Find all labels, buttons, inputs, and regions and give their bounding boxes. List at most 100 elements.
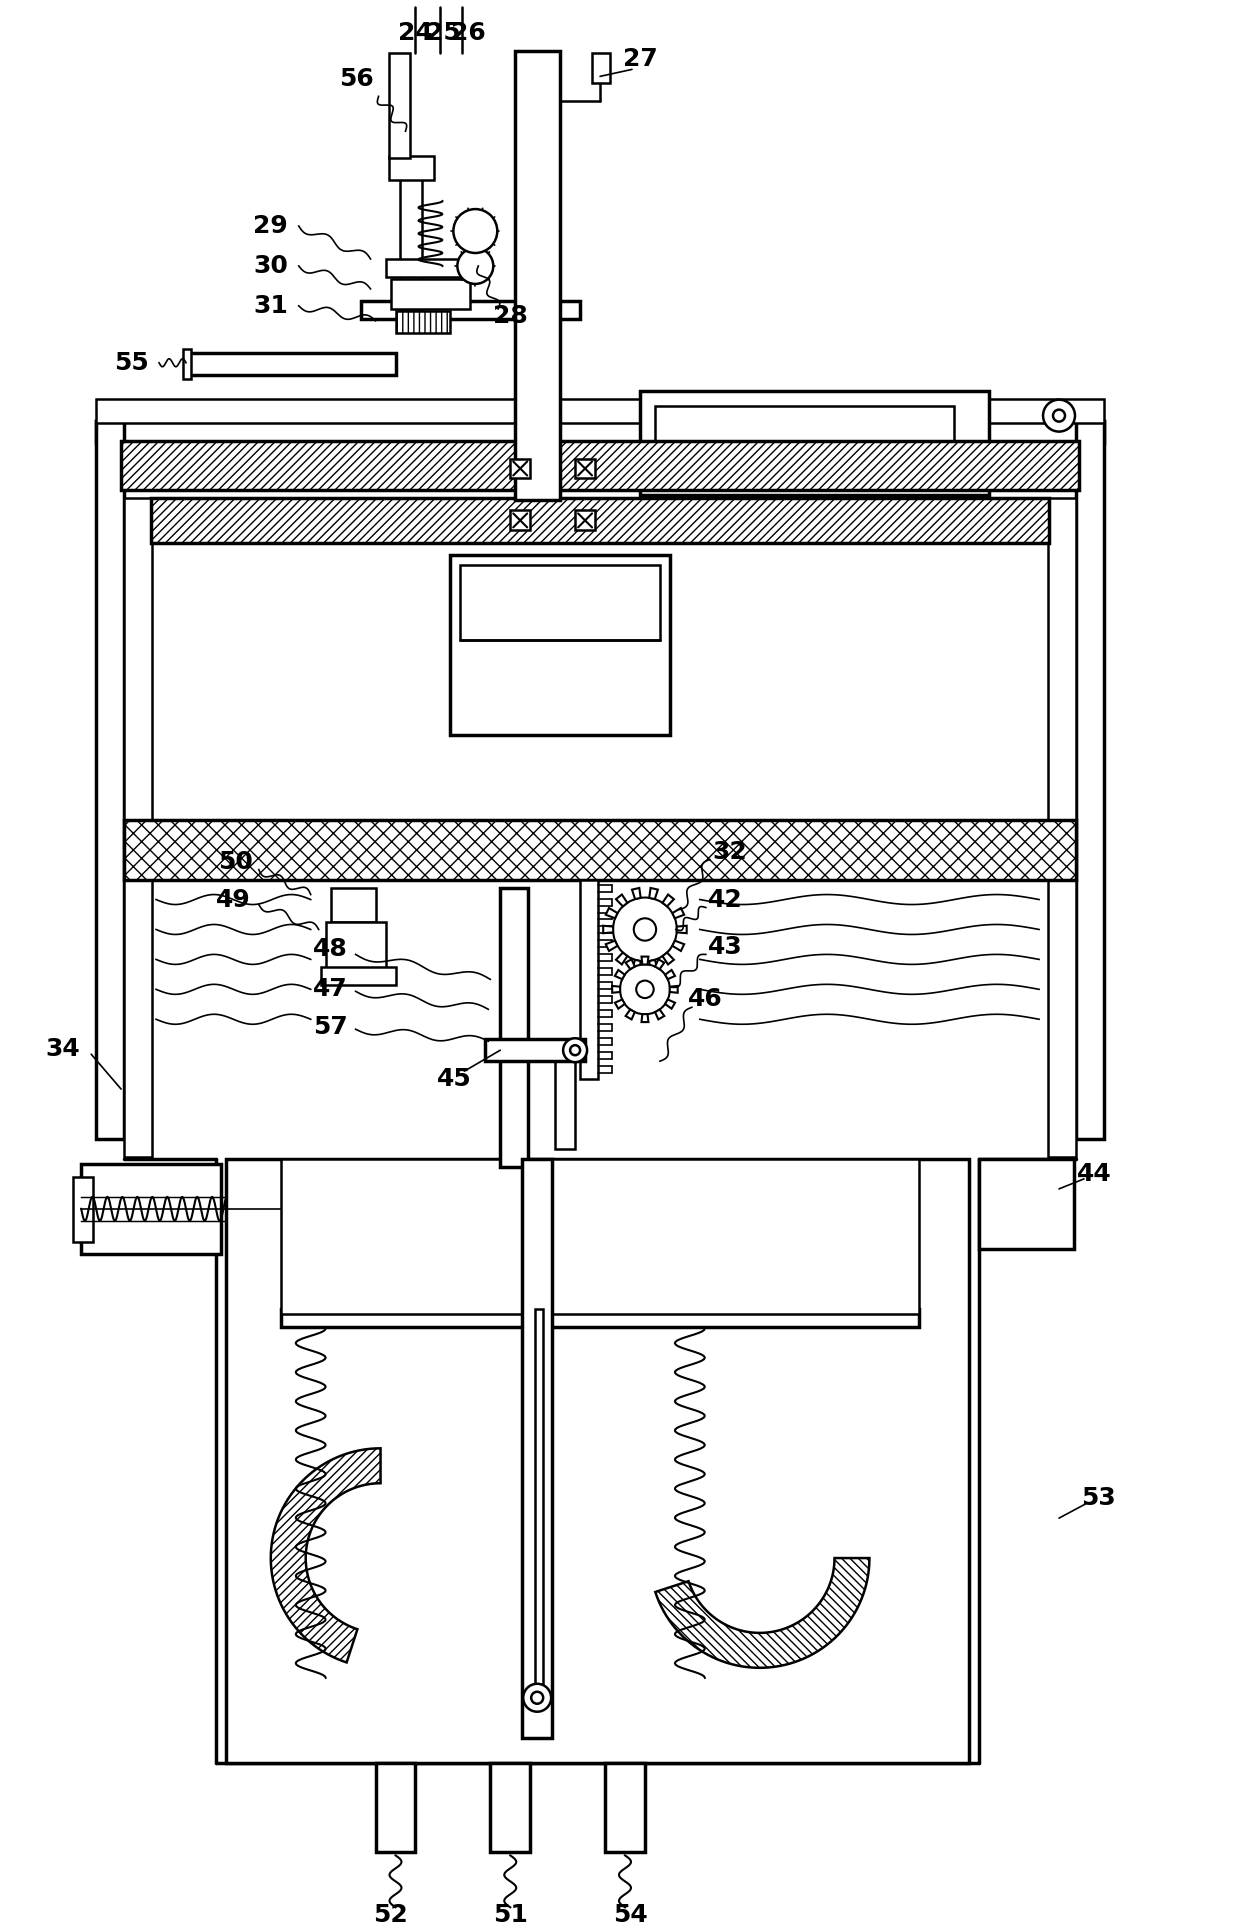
Bar bbox=[388, 156, 434, 180]
Text: 29: 29 bbox=[253, 214, 288, 238]
Bar bbox=[331, 887, 376, 922]
Bar bbox=[388, 54, 410, 158]
Bar bbox=[391, 278, 470, 309]
Text: 48: 48 bbox=[314, 937, 348, 962]
Text: 32: 32 bbox=[712, 840, 748, 864]
Polygon shape bbox=[613, 985, 620, 993]
Text: 27: 27 bbox=[622, 48, 657, 71]
Text: 55: 55 bbox=[114, 352, 149, 375]
Bar bbox=[490, 1762, 531, 1853]
Polygon shape bbox=[641, 1014, 649, 1022]
Text: 25: 25 bbox=[427, 21, 461, 46]
Circle shape bbox=[1053, 410, 1065, 421]
Polygon shape bbox=[650, 960, 658, 972]
Bar bbox=[124, 819, 1076, 879]
Bar bbox=[460, 566, 660, 639]
Bar bbox=[151, 498, 1049, 543]
Text: 28: 28 bbox=[492, 303, 528, 328]
Bar bbox=[376, 1762, 415, 1853]
Text: 34: 34 bbox=[46, 1037, 81, 1061]
Bar bbox=[450, 554, 670, 734]
Circle shape bbox=[636, 981, 653, 999]
Text: 30: 30 bbox=[253, 253, 288, 278]
Bar bbox=[580, 879, 598, 1080]
Polygon shape bbox=[677, 925, 687, 933]
Bar bbox=[321, 968, 396, 985]
Bar bbox=[575, 458, 595, 479]
Bar bbox=[591, 54, 610, 83]
Text: 47: 47 bbox=[314, 978, 348, 1001]
Circle shape bbox=[523, 1685, 551, 1712]
Bar bbox=[556, 1059, 575, 1150]
Bar bbox=[536, 1308, 543, 1708]
Bar bbox=[655, 406, 955, 481]
Polygon shape bbox=[603, 925, 613, 933]
Polygon shape bbox=[616, 895, 627, 906]
Bar bbox=[980, 1159, 1074, 1248]
Text: 49: 49 bbox=[216, 887, 250, 912]
Polygon shape bbox=[632, 889, 641, 898]
Circle shape bbox=[570, 1045, 580, 1055]
Bar bbox=[386, 259, 480, 276]
Polygon shape bbox=[605, 941, 618, 951]
Polygon shape bbox=[672, 908, 684, 918]
Circle shape bbox=[454, 209, 497, 253]
Bar bbox=[485, 1039, 585, 1061]
Polygon shape bbox=[662, 952, 673, 964]
Polygon shape bbox=[655, 1557, 869, 1667]
Bar bbox=[1048, 498, 1076, 1157]
Bar bbox=[361, 301, 580, 319]
Text: 43: 43 bbox=[708, 935, 743, 960]
Text: 53: 53 bbox=[1081, 1486, 1116, 1511]
Circle shape bbox=[620, 964, 670, 1014]
Bar bbox=[73, 1177, 93, 1242]
Bar bbox=[510, 458, 531, 479]
Text: 57: 57 bbox=[314, 1014, 348, 1039]
Text: 50: 50 bbox=[218, 850, 253, 873]
Bar bbox=[122, 440, 1079, 491]
Circle shape bbox=[634, 918, 656, 941]
Bar bbox=[81, 1163, 221, 1254]
Bar bbox=[605, 1762, 645, 1853]
Polygon shape bbox=[615, 970, 625, 980]
Bar bbox=[396, 311, 450, 332]
Bar bbox=[516, 52, 560, 500]
Text: 42: 42 bbox=[708, 887, 743, 912]
Bar bbox=[97, 421, 1104, 442]
Circle shape bbox=[531, 1692, 543, 1704]
Text: 51: 51 bbox=[492, 1903, 528, 1928]
Text: 52: 52 bbox=[373, 1903, 408, 1928]
Circle shape bbox=[613, 898, 677, 962]
Text: 56: 56 bbox=[340, 68, 374, 91]
Text: 24: 24 bbox=[398, 21, 433, 46]
Polygon shape bbox=[632, 960, 641, 972]
Bar bbox=[97, 398, 1104, 423]
Polygon shape bbox=[662, 895, 673, 906]
Polygon shape bbox=[626, 1010, 635, 1020]
Bar bbox=[1076, 421, 1104, 1140]
Bar bbox=[500, 887, 528, 1167]
Bar bbox=[97, 421, 124, 1140]
Polygon shape bbox=[616, 952, 627, 964]
Text: 26: 26 bbox=[451, 21, 486, 46]
Bar bbox=[280, 1308, 919, 1327]
Polygon shape bbox=[605, 908, 618, 918]
Text: 44: 44 bbox=[1076, 1161, 1111, 1186]
Bar bbox=[226, 1159, 970, 1762]
Polygon shape bbox=[270, 1449, 381, 1662]
Circle shape bbox=[563, 1037, 587, 1063]
Bar bbox=[575, 510, 595, 531]
Bar bbox=[522, 1159, 552, 1737]
Bar bbox=[510, 510, 531, 531]
Bar bbox=[124, 498, 153, 1157]
Circle shape bbox=[458, 247, 494, 284]
Bar bbox=[184, 350, 191, 379]
Text: 45: 45 bbox=[436, 1066, 471, 1092]
Polygon shape bbox=[626, 960, 635, 970]
Text: 54: 54 bbox=[613, 1903, 647, 1928]
Bar bbox=[186, 354, 396, 375]
Bar bbox=[640, 390, 990, 495]
Text: 46: 46 bbox=[688, 987, 723, 1010]
Polygon shape bbox=[615, 999, 625, 1009]
Text: 31: 31 bbox=[253, 294, 288, 319]
